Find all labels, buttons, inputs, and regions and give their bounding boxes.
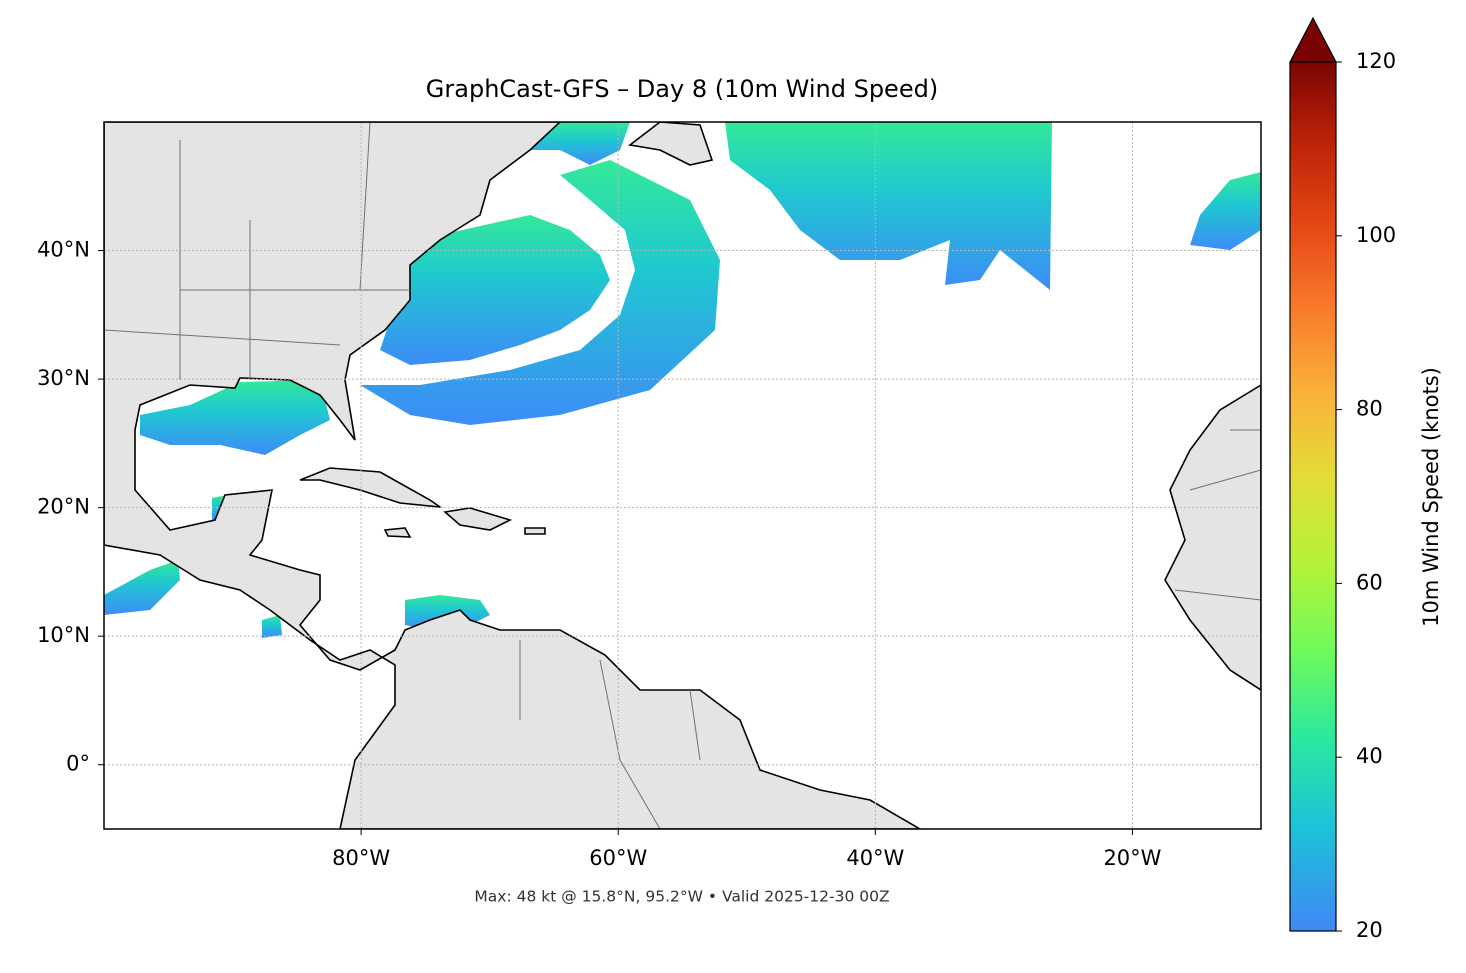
y-tick-label: 30°N xyxy=(37,366,90,390)
map-frame xyxy=(103,121,1262,830)
footnote: Max: 48 kt @ 15.8°N, 95.2°W • Valid 2025… xyxy=(474,888,889,906)
colorbar-label: 10m Wind Speed (knots) xyxy=(1419,367,1443,627)
land-jamaica xyxy=(383,527,412,538)
land-hispaniola xyxy=(443,507,513,531)
colorbar-tick-label: 120 xyxy=(1356,49,1396,73)
y-tick-label: 0° xyxy=(66,752,90,776)
y-tick-label: 20°N xyxy=(37,495,90,519)
y-tick-label: 40°N xyxy=(37,238,90,262)
colorbar-tick-label: 80 xyxy=(1356,397,1383,421)
chart-title: GraphCast-GFS – Day 8 (10m Wind Speed) xyxy=(426,75,938,103)
map-area xyxy=(104,122,1261,829)
colorbar-tick-label: 20 xyxy=(1356,918,1383,942)
borders xyxy=(104,122,1261,829)
gridlines xyxy=(104,122,1261,829)
land-americas xyxy=(104,122,922,829)
x-tick-label: 80°W xyxy=(332,846,390,870)
x-tick-label: 60°W xyxy=(589,846,647,870)
x-tick-label: 40°W xyxy=(846,846,904,870)
colorbar-tick-label: 60 xyxy=(1356,570,1383,594)
y-tick-label: 10°N xyxy=(37,623,90,647)
colorbar-tick-label: 40 xyxy=(1356,744,1383,768)
land-cuba xyxy=(299,467,443,509)
land-maritimes xyxy=(628,122,714,166)
colorbar-tick-label: 100 xyxy=(1356,223,1396,247)
land-puerto-rico xyxy=(524,527,546,535)
colorbar xyxy=(1289,61,1337,932)
colorbar-extend xyxy=(1289,16,1337,63)
x-tick-label: 20°W xyxy=(1103,846,1161,870)
land-africa xyxy=(1164,384,1261,691)
